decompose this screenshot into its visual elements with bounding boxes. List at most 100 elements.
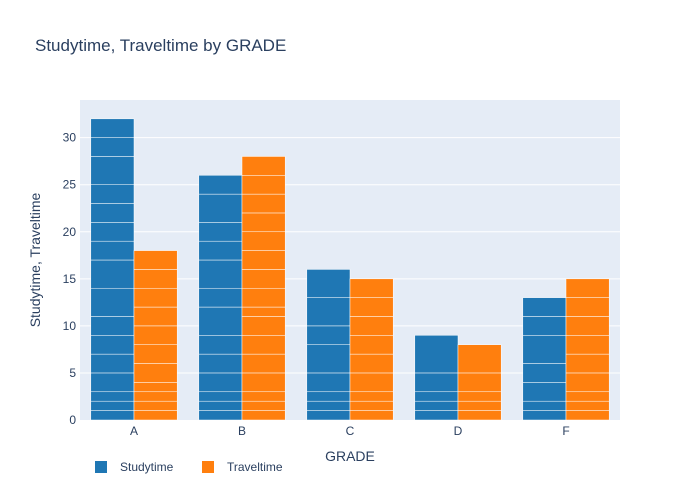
bar-traveltime-f-segment [565, 391, 610, 402]
x-axis-title: GRADE [325, 448, 375, 464]
bar-studytime-b-segment [198, 335, 243, 355]
x-tick-label: F [562, 424, 569, 438]
bar-studytime-d-segment [414, 391, 459, 402]
bar-traveltime-c-segment [349, 353, 394, 374]
bar-traveltime-c-segment [349, 278, 394, 298]
x-tick-label: B [238, 424, 246, 438]
bar-studytime-b-segment [198, 306, 243, 336]
x-tick-label: D [454, 424, 463, 438]
bar-studytime-d-segment [414, 335, 459, 374]
bar-traveltime-b-segment [241, 316, 286, 336]
bar-traveltime-f-segment [565, 297, 610, 317]
bar-studytime-a-segment [90, 410, 135, 421]
bar-traveltime-c-segment [349, 297, 394, 317]
bar-studytime-a-segment [90, 137, 135, 157]
y-axis-ticks: 0 5 10 15 20 25 30 [63, 131, 77, 427]
bar-traveltime-a-segment [133, 400, 178, 411]
bar-traveltime-a-segment [133, 287, 178, 308]
bar-studytime-a-segment [90, 222, 135, 242]
bar-studytime-b-segment [198, 400, 243, 411]
bar-studytime-f-segment [522, 400, 567, 411]
legend: Studytime Traveltime [95, 460, 283, 474]
legend-swatch-studytime[interactable] [95, 461, 107, 473]
bar-traveltime-b-segment [241, 400, 286, 411]
bar-traveltime-b-segment [241, 353, 286, 374]
bar-studytime-f-segment [522, 410, 567, 421]
legend-swatch-traveltime[interactable] [202, 461, 214, 473]
bar-traveltime-b-segment [241, 335, 286, 355]
y-tick-label: 10 [63, 319, 77, 333]
bar-traveltime-a-segment [133, 382, 178, 393]
y-tick-label: 15 [63, 272, 77, 286]
bar-studytime-c-segment [306, 410, 351, 421]
bar-studytime-b-segment [198, 259, 243, 289]
bar-traveltime-c-segment [349, 400, 394, 411]
bar-traveltime-b-segment [241, 175, 286, 195]
bar-traveltime-d-segment [457, 400, 502, 411]
bar-studytime-b-segment [198, 193, 243, 223]
bar-traveltime-f-segment [565, 410, 610, 421]
bar-studytime-c-segment [306, 269, 351, 298]
bar-studytime-d-segment [414, 400, 459, 411]
bar-studytime-a-segment [90, 391, 135, 402]
legend-label-studytime[interactable]: Studytime [120, 460, 174, 474]
bar-traveltime-a-segment [133, 391, 178, 402]
bar-traveltime-b-segment [241, 306, 286, 317]
bar-traveltime-d-segment [457, 372, 502, 393]
bar-studytime-d-segment [414, 372, 459, 393]
y-tick-label: 20 [63, 225, 77, 239]
bar-traveltime-c-segment [349, 391, 394, 402]
y-tick-label: 25 [63, 178, 77, 192]
bar-studytime-c-segment [306, 325, 351, 345]
bar-studytime-f-segment [522, 363, 567, 383]
bar-traveltime-f-segment [565, 353, 610, 374]
bar-studytime-f-segment [522, 297, 567, 317]
bar-studytime-b-segment [198, 372, 243, 393]
bar-studytime-a-segment [90, 287, 135, 317]
bar-studytime-b-segment [198, 222, 243, 242]
bar-studytime-f-segment [522, 382, 567, 402]
bar-studytime-f-segment [522, 316, 567, 336]
bar-studytime-a-segment [90, 118, 135, 138]
bar-traveltime-a-segment [133, 250, 178, 270]
bar-traveltime-c-segment [349, 316, 394, 336]
bar-traveltime-b-segment [241, 250, 286, 270]
y-tick-label: 30 [63, 131, 77, 145]
x-tick-label: A [130, 424, 138, 438]
bar-traveltime-b-segment [241, 212, 286, 233]
bar-traveltime-a-segment [133, 306, 178, 327]
y-axis-title: Studytime, Traveltime [27, 192, 43, 327]
bar-traveltime-a-segment [133, 363, 178, 383]
bar-studytime-a-segment [90, 240, 135, 261]
bar-traveltime-b-segment [241, 287, 286, 308]
x-tick-label: C [346, 424, 355, 438]
bar-studytime-c-segment [306, 297, 351, 327]
bar-traveltime-b-segment [241, 269, 286, 289]
bar-traveltime-a-segment [133, 410, 178, 421]
bar-studytime-c-segment [306, 391, 351, 402]
bar-studytime-b-segment [198, 391, 243, 402]
bar-traveltime-f-segment [565, 335, 610, 355]
bar-studytime-c-segment [306, 372, 351, 393]
bar-studytime-f-segment [522, 335, 567, 364]
legend-label-traveltime[interactable]: Traveltime [227, 460, 283, 474]
bar-traveltime-f-segment [565, 372, 610, 393]
bar-traveltime-f-segment [565, 400, 610, 411]
bar-traveltime-f-segment [565, 316, 610, 336]
bar-traveltime-b-segment [241, 391, 286, 402]
bar-studytime-b-segment [198, 240, 243, 261]
bar-studytime-d-segment [414, 410, 459, 421]
bar-studytime-a-segment [90, 184, 135, 204]
bar-traveltime-b-segment [241, 156, 286, 176]
bar-traveltime-c-segment [349, 372, 394, 393]
bar-traveltime-d-segment [457, 344, 502, 374]
bar-studytime-c-segment [306, 344, 351, 374]
bar-studytime-a-segment [90, 372, 135, 393]
bar-traveltime-a-segment [133, 325, 178, 345]
chart-title: Studytime, Traveltime by GRADE [35, 36, 286, 55]
bar-studytime-a-segment [90, 400, 135, 411]
bar-studytime-b-segment [198, 175, 243, 195]
bar-studytime-c-segment [306, 400, 351, 411]
